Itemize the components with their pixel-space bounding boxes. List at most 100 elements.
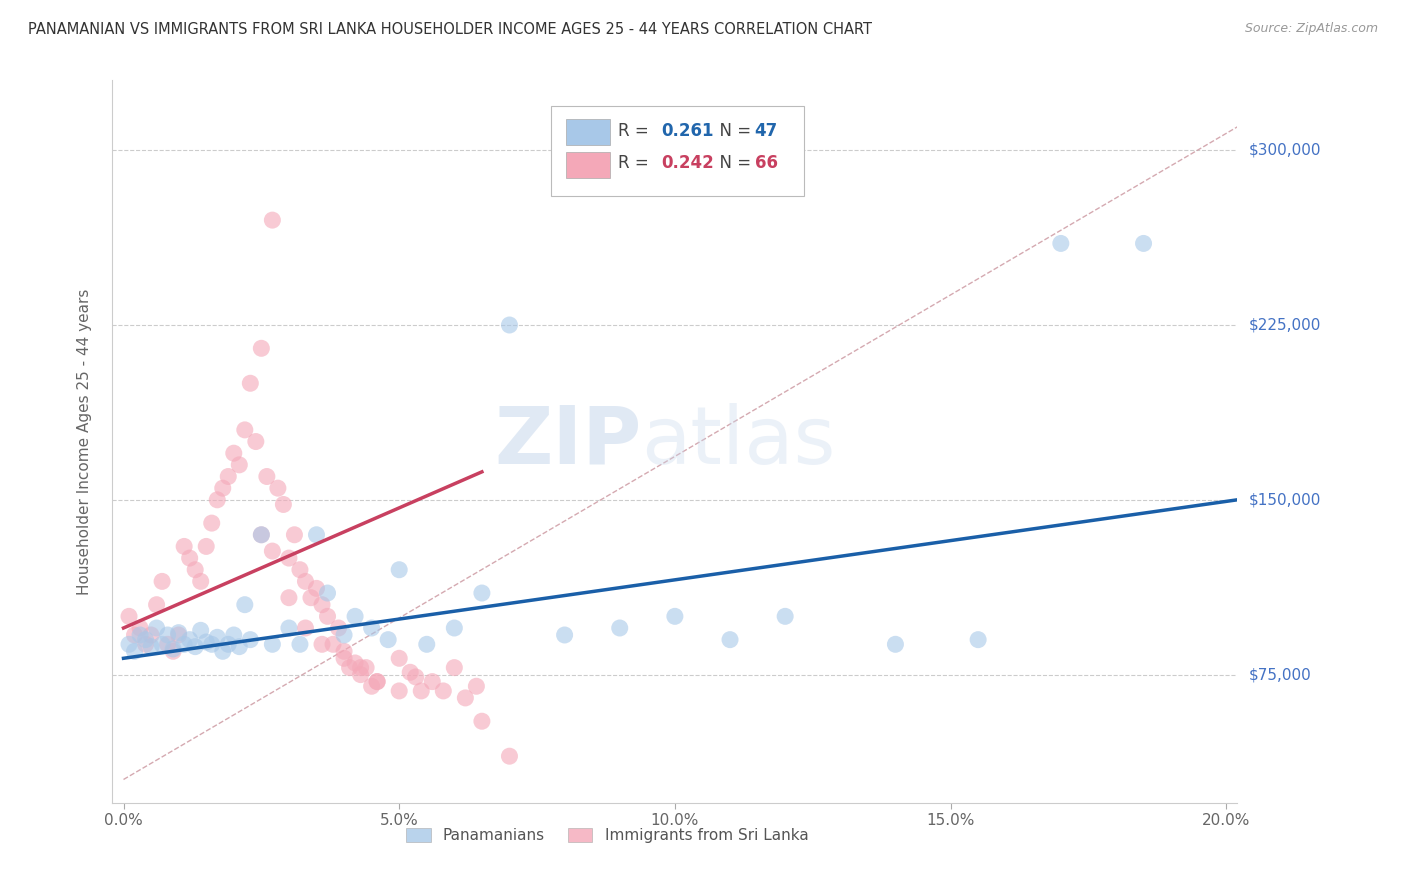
Point bbox=[277, 591, 299, 605]
Point bbox=[1050, 236, 1073, 251]
Point bbox=[250, 528, 273, 542]
Text: N =: N = bbox=[709, 154, 756, 172]
Point bbox=[718, 632, 741, 647]
Point bbox=[184, 640, 207, 654]
Point bbox=[443, 621, 465, 635]
Point bbox=[454, 690, 477, 705]
Point bbox=[405, 670, 427, 684]
Point bbox=[609, 621, 631, 635]
Point bbox=[250, 528, 273, 542]
Point bbox=[129, 628, 152, 642]
Point bbox=[184, 563, 207, 577]
FancyBboxPatch shape bbox=[551, 105, 804, 196]
Point bbox=[773, 609, 796, 624]
Point bbox=[360, 621, 382, 635]
Point bbox=[222, 628, 245, 642]
Point bbox=[420, 674, 443, 689]
Point bbox=[179, 551, 201, 566]
Point bbox=[217, 469, 239, 483]
Point bbox=[349, 667, 371, 681]
Point bbox=[167, 625, 190, 640]
Point bbox=[173, 637, 195, 651]
Text: Source: ZipAtlas.com: Source: ZipAtlas.com bbox=[1244, 22, 1378, 36]
Point bbox=[311, 598, 333, 612]
Point bbox=[207, 492, 229, 507]
Y-axis label: Householder Income Ages 25 - 44 years: Householder Income Ages 25 - 44 years bbox=[77, 288, 91, 595]
Point bbox=[322, 637, 344, 651]
Point bbox=[305, 528, 328, 542]
Point bbox=[328, 621, 350, 635]
Point bbox=[201, 516, 224, 530]
Point bbox=[228, 458, 250, 472]
Point bbox=[344, 656, 367, 670]
Point bbox=[377, 632, 399, 647]
Point bbox=[162, 644, 184, 658]
Point bbox=[294, 621, 316, 635]
Point bbox=[333, 628, 356, 642]
FancyBboxPatch shape bbox=[565, 120, 610, 145]
Point bbox=[156, 637, 179, 651]
Point bbox=[967, 632, 990, 647]
Point bbox=[388, 563, 411, 577]
Point bbox=[366, 674, 388, 689]
Point bbox=[366, 674, 388, 689]
Point bbox=[129, 621, 152, 635]
Point bbox=[207, 630, 229, 644]
Point bbox=[156, 628, 179, 642]
Point bbox=[884, 637, 907, 651]
Point bbox=[388, 684, 411, 698]
Point bbox=[217, 637, 239, 651]
Text: N =: N = bbox=[709, 122, 756, 140]
Point bbox=[139, 640, 162, 654]
Point bbox=[233, 423, 256, 437]
Point bbox=[250, 341, 273, 355]
Point bbox=[360, 679, 382, 693]
Point bbox=[333, 651, 356, 665]
Point bbox=[432, 684, 454, 698]
Text: $75,000: $75,000 bbox=[1249, 667, 1312, 682]
Point bbox=[233, 598, 256, 612]
Point bbox=[388, 651, 411, 665]
FancyBboxPatch shape bbox=[565, 152, 610, 178]
Point bbox=[411, 684, 433, 698]
Point bbox=[1132, 236, 1154, 251]
Point bbox=[283, 528, 305, 542]
Point bbox=[173, 540, 195, 554]
Point bbox=[118, 609, 141, 624]
Point bbox=[277, 551, 299, 566]
Point bbox=[294, 574, 316, 589]
Point bbox=[139, 628, 162, 642]
Point bbox=[256, 469, 278, 483]
Point bbox=[262, 544, 284, 558]
Text: atlas: atlas bbox=[641, 402, 835, 481]
Point bbox=[333, 644, 356, 658]
Text: PANAMANIAN VS IMMIGRANTS FROM SRI LANKA HOUSEHOLDER INCOME AGES 25 - 44 YEARS CO: PANAMANIAN VS IMMIGRANTS FROM SRI LANKA … bbox=[28, 22, 872, 37]
Point bbox=[316, 609, 339, 624]
Point bbox=[262, 637, 284, 651]
Text: R =: R = bbox=[617, 122, 654, 140]
Point bbox=[339, 660, 361, 674]
Point bbox=[118, 637, 141, 651]
Point bbox=[190, 574, 212, 589]
Point bbox=[167, 628, 190, 642]
Point bbox=[201, 637, 224, 651]
Point bbox=[124, 628, 146, 642]
Point bbox=[195, 635, 218, 649]
Point bbox=[135, 637, 157, 651]
Text: 0.261: 0.261 bbox=[661, 122, 714, 140]
Point bbox=[150, 637, 173, 651]
Point bbox=[211, 481, 233, 495]
Point bbox=[150, 574, 173, 589]
Point bbox=[273, 498, 295, 512]
Text: $150,000: $150,000 bbox=[1249, 492, 1320, 508]
Text: 66: 66 bbox=[755, 154, 778, 172]
Text: 0.242: 0.242 bbox=[661, 154, 714, 172]
Point bbox=[498, 318, 520, 332]
Point bbox=[135, 632, 157, 647]
Point bbox=[211, 644, 233, 658]
Text: ZIP: ZIP bbox=[494, 402, 641, 481]
Point bbox=[267, 481, 290, 495]
Point bbox=[299, 591, 322, 605]
Point bbox=[471, 714, 494, 729]
Text: 47: 47 bbox=[755, 122, 778, 140]
